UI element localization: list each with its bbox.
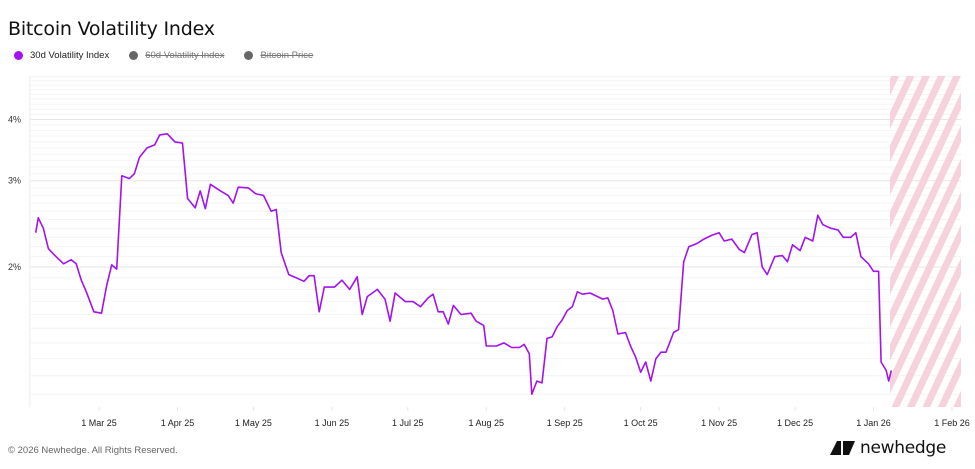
x-axis-ticks: 1 Mar 25 1 Apr 25 1 May 25 1 Jun 25 1 Jul 25…	[81, 407, 970, 428]
legend-dot-icon	[129, 51, 139, 60]
x-tick-label: 1 Aug 25	[468, 418, 504, 428]
x-tick-label: 1 Jun 25	[315, 418, 350, 428]
x-tick-label: 1 Mar 25	[81, 418, 117, 428]
legend-dot-icon	[14, 51, 23, 60]
legend-label: 60d Volatility Index	[145, 50, 225, 61]
x-tick-label: 1 Oct 25	[624, 418, 658, 428]
x-tick-label: 1 Jan 26	[856, 418, 891, 428]
x-tick-label: 1 Dec 25	[777, 418, 813, 428]
x-tick-label: 1 Jul 25	[392, 418, 424, 428]
forecast-region-hatch	[890, 76, 961, 407]
y-axis-ticks: 2% 3% 4%	[8, 114, 21, 272]
legend-label: 30d Volatility Index	[30, 50, 110, 61]
newhedge-logo[interactable]: newhedge	[830, 438, 946, 458]
x-tick-label: 1 Feb 26	[934, 418, 970, 428]
legend-label: Bitcoin Price	[260, 50, 314, 61]
copyright-text: © 2026 Newhedge. All Rights Reserved.	[8, 445, 178, 456]
y-tick-label: 2%	[8, 262, 21, 272]
chart-legend: 30d Volatility Index 60d Volatility Inde…	[14, 50, 313, 61]
brand-name: newhedge	[860, 438, 947, 458]
y-tick-label: 4%	[8, 114, 21, 124]
newhedge-logo-icon	[830, 441, 855, 455]
y-axis-line	[29, 76, 31, 407]
x-tick-label: 1 Apr 25	[161, 418, 195, 428]
legend-item-bitcoin-price[interactable]: Bitcoin Price	[244, 50, 313, 61]
legend-item-60d-volatility[interactable]: 60d Volatility Index	[129, 50, 224, 61]
y-tick-label: 3%	[8, 176, 21, 186]
x-tick-label: 1 May 25	[235, 418, 272, 428]
volatility-30d-line	[34, 133, 893, 395]
x-tick-label: 1 Nov 25	[701, 418, 737, 428]
legend-item-30d-volatility[interactable]: 30d Volatility Index	[14, 50, 109, 61]
chart-title: Bitcoin Volatility Index	[8, 18, 215, 40]
legend-dot-icon	[244, 51, 254, 60]
x-tick-label: 1 Sep 25	[547, 418, 583, 428]
